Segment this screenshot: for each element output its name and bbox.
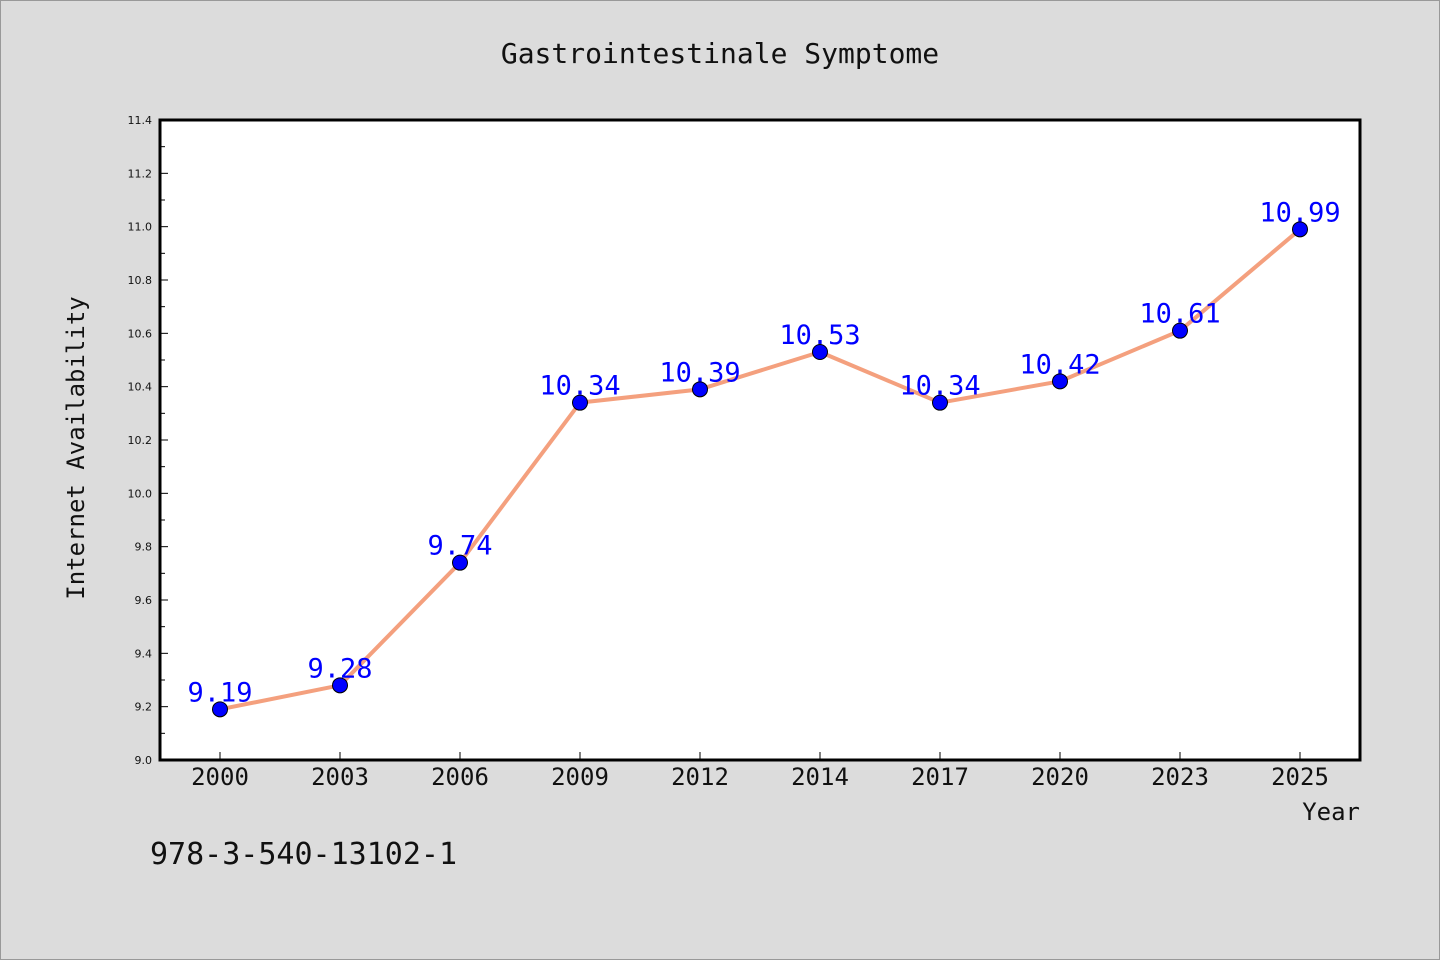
data-label: 10.42 <box>1019 349 1100 380</box>
data-point <box>332 677 348 694</box>
x-tick-label: 2023 <box>1151 763 1209 791</box>
y-axis-label: Internet Availability <box>62 296 90 599</box>
data-label: 10.34 <box>899 371 980 402</box>
data-point <box>572 394 588 411</box>
x-tick-label: 2000 <box>191 763 249 791</box>
y-tick-label: 10.4 <box>128 381 153 394</box>
data-label: 10.34 <box>539 371 620 402</box>
x-tick-label: 2006 <box>431 763 489 791</box>
x-tick-label: 2014 <box>791 763 849 791</box>
x-axis-label: Year <box>1302 798 1360 826</box>
data-label: 9.74 <box>427 531 492 562</box>
y-tick-label: 11.0 <box>128 221 153 234</box>
x-tick-label: 2009 <box>551 763 609 791</box>
data-point <box>212 701 228 718</box>
data-label: 10.39 <box>659 357 740 388</box>
y-tick-label: 9.2 <box>135 701 153 714</box>
footer-identifier: 978-3-540-13102-1 <box>150 837 457 872</box>
series-line <box>218 227 1302 712</box>
y-tick-label: 10.2 <box>128 434 153 447</box>
y-tick-label: 10.8 <box>128 274 153 287</box>
data-label: 9.19 <box>187 677 252 708</box>
y-tick-label: 10.6 <box>128 327 153 340</box>
data-label: 10.61 <box>1139 299 1220 330</box>
data-label: 9.28 <box>307 653 372 684</box>
x-tick-label: 2025 <box>1271 763 1329 791</box>
data-point <box>932 394 948 411</box>
data-label: 10.99 <box>1259 197 1340 228</box>
data-point <box>812 344 828 360</box>
y-tick-label: 9.6 <box>135 594 153 607</box>
data-point <box>452 554 468 571</box>
chart-title: Gastrointestinale Symptome <box>501 37 939 70</box>
y-tick-label: 9.8 <box>135 541 153 554</box>
x-axis: 2000 2003 2006 2009 2012 2014 2017 2020 2023 2025 <box>191 752 1329 791</box>
x-tick-label: 2012 <box>671 763 729 791</box>
x-tick-label: 2017 <box>911 763 969 791</box>
data-point <box>1052 373 1068 390</box>
y-tick-label: 10.0 <box>128 487 153 500</box>
x-tick-label: 2020 <box>1031 763 1089 791</box>
plot-frame <box>158 118 1362 762</box>
data-point <box>1172 322 1188 339</box>
plot-area <box>160 120 1360 760</box>
data-point <box>1292 221 1308 238</box>
x-tick-label: 2003 <box>311 763 369 791</box>
y-tick-label: 9.0 <box>135 754 153 767</box>
series-group: 9.19 9.28 9.74 10.34 10.39 10.53 10.34 10.42 10.… <box>187 197 1341 718</box>
data-point <box>692 381 708 398</box>
y-tick-label: 11.2 <box>128 167 153 180</box>
y-tick-label: 11.4 <box>128 114 153 127</box>
data-label: 10.53 <box>779 320 860 351</box>
y-tick-label: 9.4 <box>135 647 153 660</box>
